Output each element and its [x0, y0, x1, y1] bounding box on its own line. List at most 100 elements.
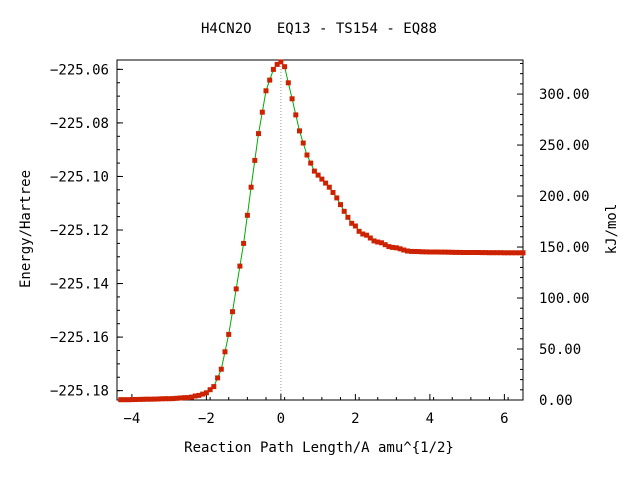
data-point: [367, 235, 373, 241]
data-point: [166, 396, 172, 402]
data-point: [174, 395, 180, 401]
data-point: [319, 176, 325, 182]
data-point: [148, 396, 153, 402]
data-point: [501, 250, 507, 256]
data-point: [487, 250, 492, 256]
y2-tick-label: 50.00: [539, 342, 581, 358]
chart-title: H4CN2O EQ13 - TS154 - EQ88: [201, 21, 437, 37]
x-tick-label: 0: [277, 411, 285, 427]
data-point: [252, 157, 258, 163]
data-point: [360, 231, 366, 237]
data-point: [311, 168, 317, 174]
data-point: [278, 59, 284, 65]
x-tick-label: 6: [500, 411, 508, 427]
data-point: [334, 195, 340, 201]
data-point: [263, 88, 269, 94]
data-point: [349, 220, 355, 226]
data-point: [192, 393, 198, 399]
data-point: [386, 244, 392, 250]
data-point: [308, 160, 314, 166]
data-point: [200, 391, 206, 397]
data-point: [379, 240, 384, 246]
data-point: [505, 250, 511, 256]
y-tick-label: −225.12: [50, 223, 109, 239]
data-point: [136, 396, 142, 402]
data-point: [382, 242, 388, 248]
data-point: [244, 212, 250, 218]
data-point: [133, 397, 139, 402]
data-point: [509, 250, 515, 256]
data-point: [203, 390, 209, 396]
data-point: [464, 250, 470, 255]
data-point: [479, 250, 485, 256]
data-point: [434, 249, 440, 255]
data-point: [282, 64, 288, 70]
data-point: [390, 244, 396, 250]
x-tick-label: 2: [351, 411, 359, 427]
data-point: [222, 349, 228, 355]
series-line: [120, 61, 523, 401]
data-point: [237, 263, 243, 269]
data-point: [181, 395, 187, 401]
data-point: [207, 387, 213, 393]
data-point: [431, 249, 437, 255]
data-point: [460, 250, 466, 255]
data-point: [472, 250, 478, 255]
data-point: [121, 397, 127, 403]
data-point: [438, 249, 444, 255]
data-point: [196, 392, 202, 398]
data-point: [516, 250, 522, 256]
data-point: [326, 184, 332, 190]
data-point: [226, 331, 232, 337]
data-point: [218, 366, 224, 372]
data-point: [129, 397, 135, 403]
data-point: [155, 396, 161, 402]
data-point: [270, 66, 276, 72]
data-point: [405, 248, 410, 254]
y-tick-label: −225.06: [50, 62, 109, 78]
data-point: [274, 61, 280, 67]
y-tick-label: −225.18: [50, 384, 109, 400]
data-point: [449, 249, 455, 255]
y2-tick-label: 300.00: [539, 87, 590, 103]
data-point: [285, 80, 291, 86]
data-point: [475, 250, 481, 255]
data-point: [144, 396, 150, 402]
data-point: [423, 249, 429, 255]
data-point: [125, 397, 131, 403]
data-point: [289, 96, 295, 102]
plot-frame: [116, 59, 524, 401]
y2-tick-label: 200.00: [539, 189, 590, 205]
data-point: [442, 249, 448, 255]
data-point: [185, 395, 191, 401]
data-point: [419, 249, 425, 255]
data-point: [446, 249, 451, 255]
data-point: [513, 250, 519, 256]
data-point: [241, 240, 247, 246]
y-tick-label: −225.08: [50, 116, 109, 132]
data-point: [483, 250, 489, 256]
data-point: [140, 396, 146, 402]
data-point: [233, 286, 239, 292]
y2-axis-ticks: 0.00 50.00 100.00 150.00 200.00 250.00 300.00: [517, 62, 590, 409]
data-point: [315, 172, 321, 178]
x-tick-label: −2: [198, 411, 215, 427]
data-point: [457, 249, 463, 255]
data-point: [230, 309, 235, 315]
y-tick-label: −225.16: [50, 330, 109, 346]
series-points: [118, 59, 526, 403]
data-point: [341, 208, 347, 214]
data-point: [393, 245, 399, 251]
data-point: [159, 396, 165, 402]
x-axis-label: Reaction Path Length/A amu^{1/2}: [184, 440, 454, 456]
data-point: [453, 249, 459, 255]
data-point: [494, 250, 500, 256]
x-tick-label: 4: [426, 411, 434, 427]
data-point: [215, 375, 221, 381]
data-point: [293, 112, 299, 118]
data-point: [408, 248, 414, 254]
data-point: [211, 384, 217, 390]
data-point: [304, 152, 310, 158]
y2-tick-label: 250.00: [539, 138, 590, 154]
data-point: [490, 250, 496, 256]
